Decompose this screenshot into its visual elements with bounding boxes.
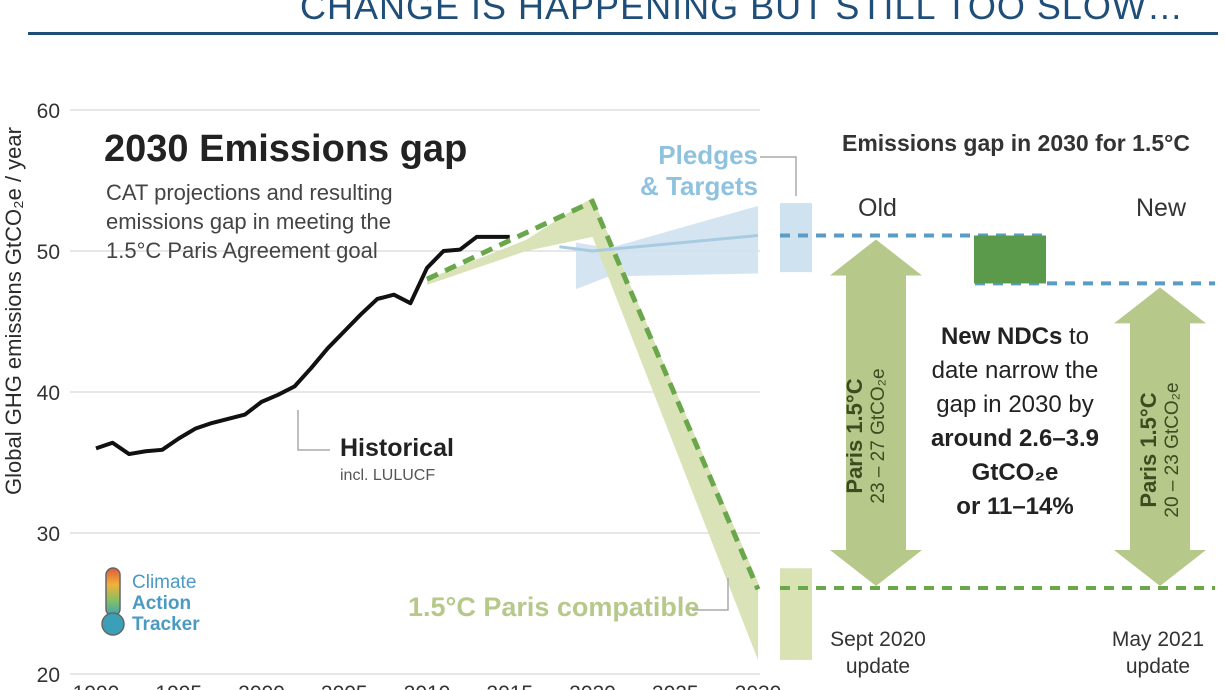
logo-line3: Tracker	[132, 614, 200, 635]
gap-note-part1: New NDCs	[940, 323, 1063, 350]
y-tick-label: 40	[37, 382, 60, 405]
x-tick-label: 1995	[155, 682, 202, 690]
paris-legend-label: 1.5°C Paris compatible	[408, 592, 700, 622]
new-gap-arrow	[1114, 287, 1206, 586]
new-arrow-title: Paris 1.5°C	[1136, 392, 1161, 508]
paris-leader	[692, 578, 729, 611]
old-update-label: Sept 2020 update	[808, 626, 948, 680]
banner-rule	[28, 32, 1218, 35]
x-tick-label: 2005	[321, 682, 368, 690]
gap-note-part5: or 11–14%	[956, 493, 1074, 520]
new-update-line2: update	[1125, 655, 1191, 678]
logo-line1: Climate	[132, 572, 197, 593]
new-update-line1: May 2021	[1111, 628, 1205, 651]
gap-note: New NDCs to date narrow the gap in 2030 …	[920, 320, 1110, 524]
historical-legend-label: Historical	[340, 434, 454, 462]
y-axis-label: Global GHG emissions GtCO₂e / year	[1, 127, 26, 495]
paris-series-line	[425, 198, 761, 591]
pledges-leader	[760, 156, 797, 196]
y-tick-label: 60	[37, 100, 60, 123]
paris-range-bar	[780, 568, 812, 660]
x-tick-label: 2000	[238, 682, 285, 690]
new-arrow-label: Paris 1.5°C 20 – 23 GtCO₂e	[1136, 310, 1184, 590]
chart-subtitle: CAT projections and resulting emissions …	[106, 180, 393, 263]
y-tick-label: 50	[37, 241, 60, 264]
old-update-line1: Sept 2020	[830, 628, 926, 651]
banner-title: CHANGE IS HAPPENING BUT STILL TOO SLOW…	[300, 0, 1184, 27]
gap-panel-title: Emissions gap in 2030 for 1.5°C	[842, 130, 1190, 156]
pledges-range-bar	[780, 203, 812, 273]
gap-note-part4: GtCO₂e	[971, 459, 1059, 486]
old-arrow-label: Paris 1.5°C 23 – 27 GtCO₂e	[842, 296, 890, 576]
old-column-label: Old	[858, 194, 897, 222]
x-tick-label: 2025	[652, 682, 699, 690]
historical-series-line	[95, 234, 510, 457]
gap-note-part2: to date narrow the gap in 2030 by	[931, 323, 1099, 418]
cat-logo: Climate Action Tracker	[132, 572, 200, 635]
x-tick-label: 2030	[735, 682, 782, 690]
y-tick-label: 20	[37, 664, 60, 687]
x-tick-label: 1990	[73, 682, 120, 690]
historical-leader	[297, 410, 330, 451]
new-column-label: New	[1136, 194, 1187, 222]
old-arrow-title: Paris 1.5°C	[842, 378, 867, 494]
logo-line2: Action	[132, 593, 192, 614]
old-gap-arrow	[830, 239, 922, 586]
thermometer-tube	[105, 567, 121, 617]
new-update-label: May 2021 update	[1088, 626, 1226, 680]
x-tick-label: 2015	[486, 682, 533, 690]
chart-title: 2030 Emissions gap	[104, 128, 468, 170]
thermometer-bulb	[101, 612, 125, 636]
pledges-series-line	[559, 233, 759, 253]
old-update-line2: update	[845, 655, 911, 678]
gap-note-part3: around 2.6–3.9	[930, 425, 1100, 452]
x-tick-label: 2010	[404, 682, 451, 690]
old-arrow-range: 23 – 27 GtCO₂e	[868, 368, 889, 504]
new-arrow-range: 20 – 23 GtCO₂e	[1162, 382, 1183, 518]
x-tick-label: 2020	[569, 682, 616, 690]
gap-narrowing-box	[974, 235, 1046, 284]
pledges-legend-label: Pledges & Targets	[640, 140, 758, 201]
thermometer-icon	[101, 567, 125, 636]
historical-legend-sublabel: incl. LULUCF	[340, 467, 436, 484]
y-tick-label: 30	[37, 523, 60, 546]
